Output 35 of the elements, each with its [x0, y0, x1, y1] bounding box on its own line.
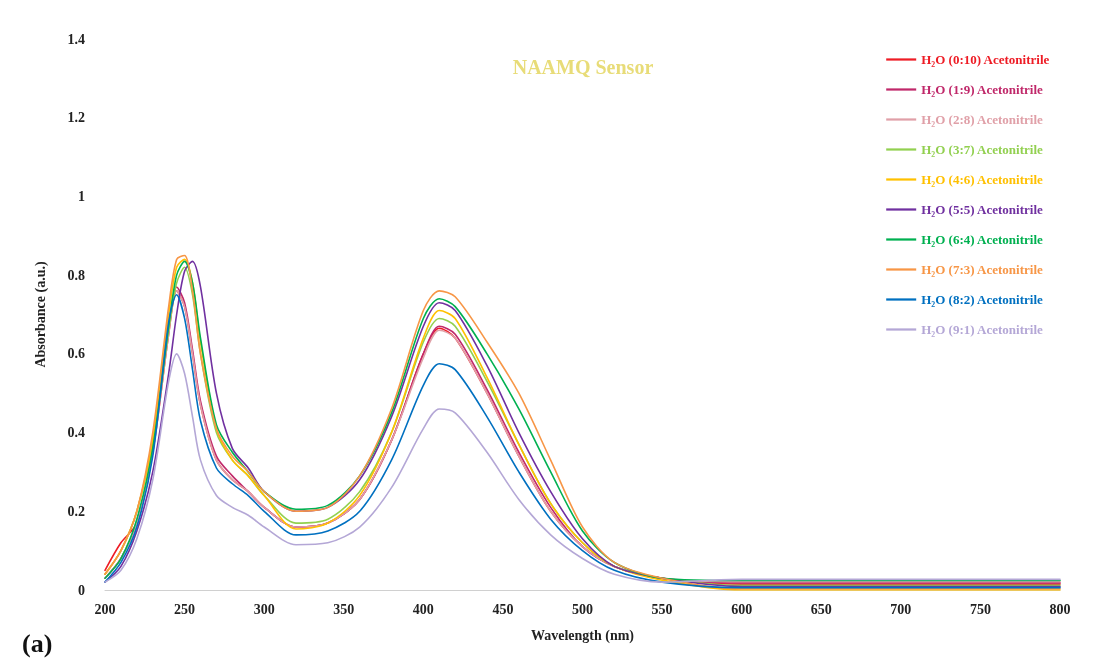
x-tick-label: 550 [651, 601, 673, 617]
legend-label: H₂O (6:4) Acetonitrile [921, 232, 1044, 247]
y-axis-title: Absorbance (a.u.) [32, 261, 49, 368]
x-tick-label: 650 [810, 601, 832, 617]
y-tick-label: 0.2 [67, 503, 85, 519]
legend-label: H₂O (3:7) Acetonitrile [921, 142, 1044, 157]
x-tick-label: 600 [731, 601, 753, 617]
x-tick-label: 800 [1049, 601, 1071, 617]
legend-label: H₂O (8:2) Acetonitrile [921, 292, 1044, 307]
legend-label: H₂O (7:3) Acetonitrile [921, 262, 1044, 277]
y-tick-label: 0.6 [67, 346, 85, 362]
y-tick-label: 1 [78, 188, 85, 204]
x-tick-label: 750 [969, 601, 991, 617]
x-tick-label: 250 [174, 601, 196, 617]
x-tick-label: 350 [333, 601, 355, 617]
text: (a) [22, 628, 53, 658]
legend-label: H₂O (1:9) Acetonitrile [921, 82, 1044, 97]
y-tick-label: 0.8 [67, 267, 85, 283]
x-axis-title: Wavelength (nm) [530, 627, 635, 644]
x-tick-label: 400 [412, 601, 434, 617]
y-tick-label: 1.4 [67, 31, 85, 47]
y-tick-label: 1.2 [67, 110, 85, 126]
legend-label: H₂O (4:6) Acetonitrile [921, 172, 1044, 187]
legend-label: H₂O (9:1) Acetonitrile [921, 322, 1044, 337]
y-tick-label: 0 [78, 582, 85, 598]
y-tick-label: 0.4 [67, 425, 85, 441]
legend-label: H₂O (0:10) Acetonitrile [921, 52, 1050, 67]
legend-label: H₂O (5:5) Acetonitrile [921, 202, 1044, 217]
text: NAAMQ Sensor [512, 56, 654, 78]
legend-label: H₂O (2:8) Acetonitrile [921, 112, 1044, 127]
x-tick-label: 300 [253, 601, 275, 617]
x-tick-label: 450 [492, 601, 514, 617]
x-tick-label: 500 [572, 601, 593, 617]
x-tick-label: 700 [890, 601, 912, 617]
x-tick-label: 200 [94, 601, 116, 617]
